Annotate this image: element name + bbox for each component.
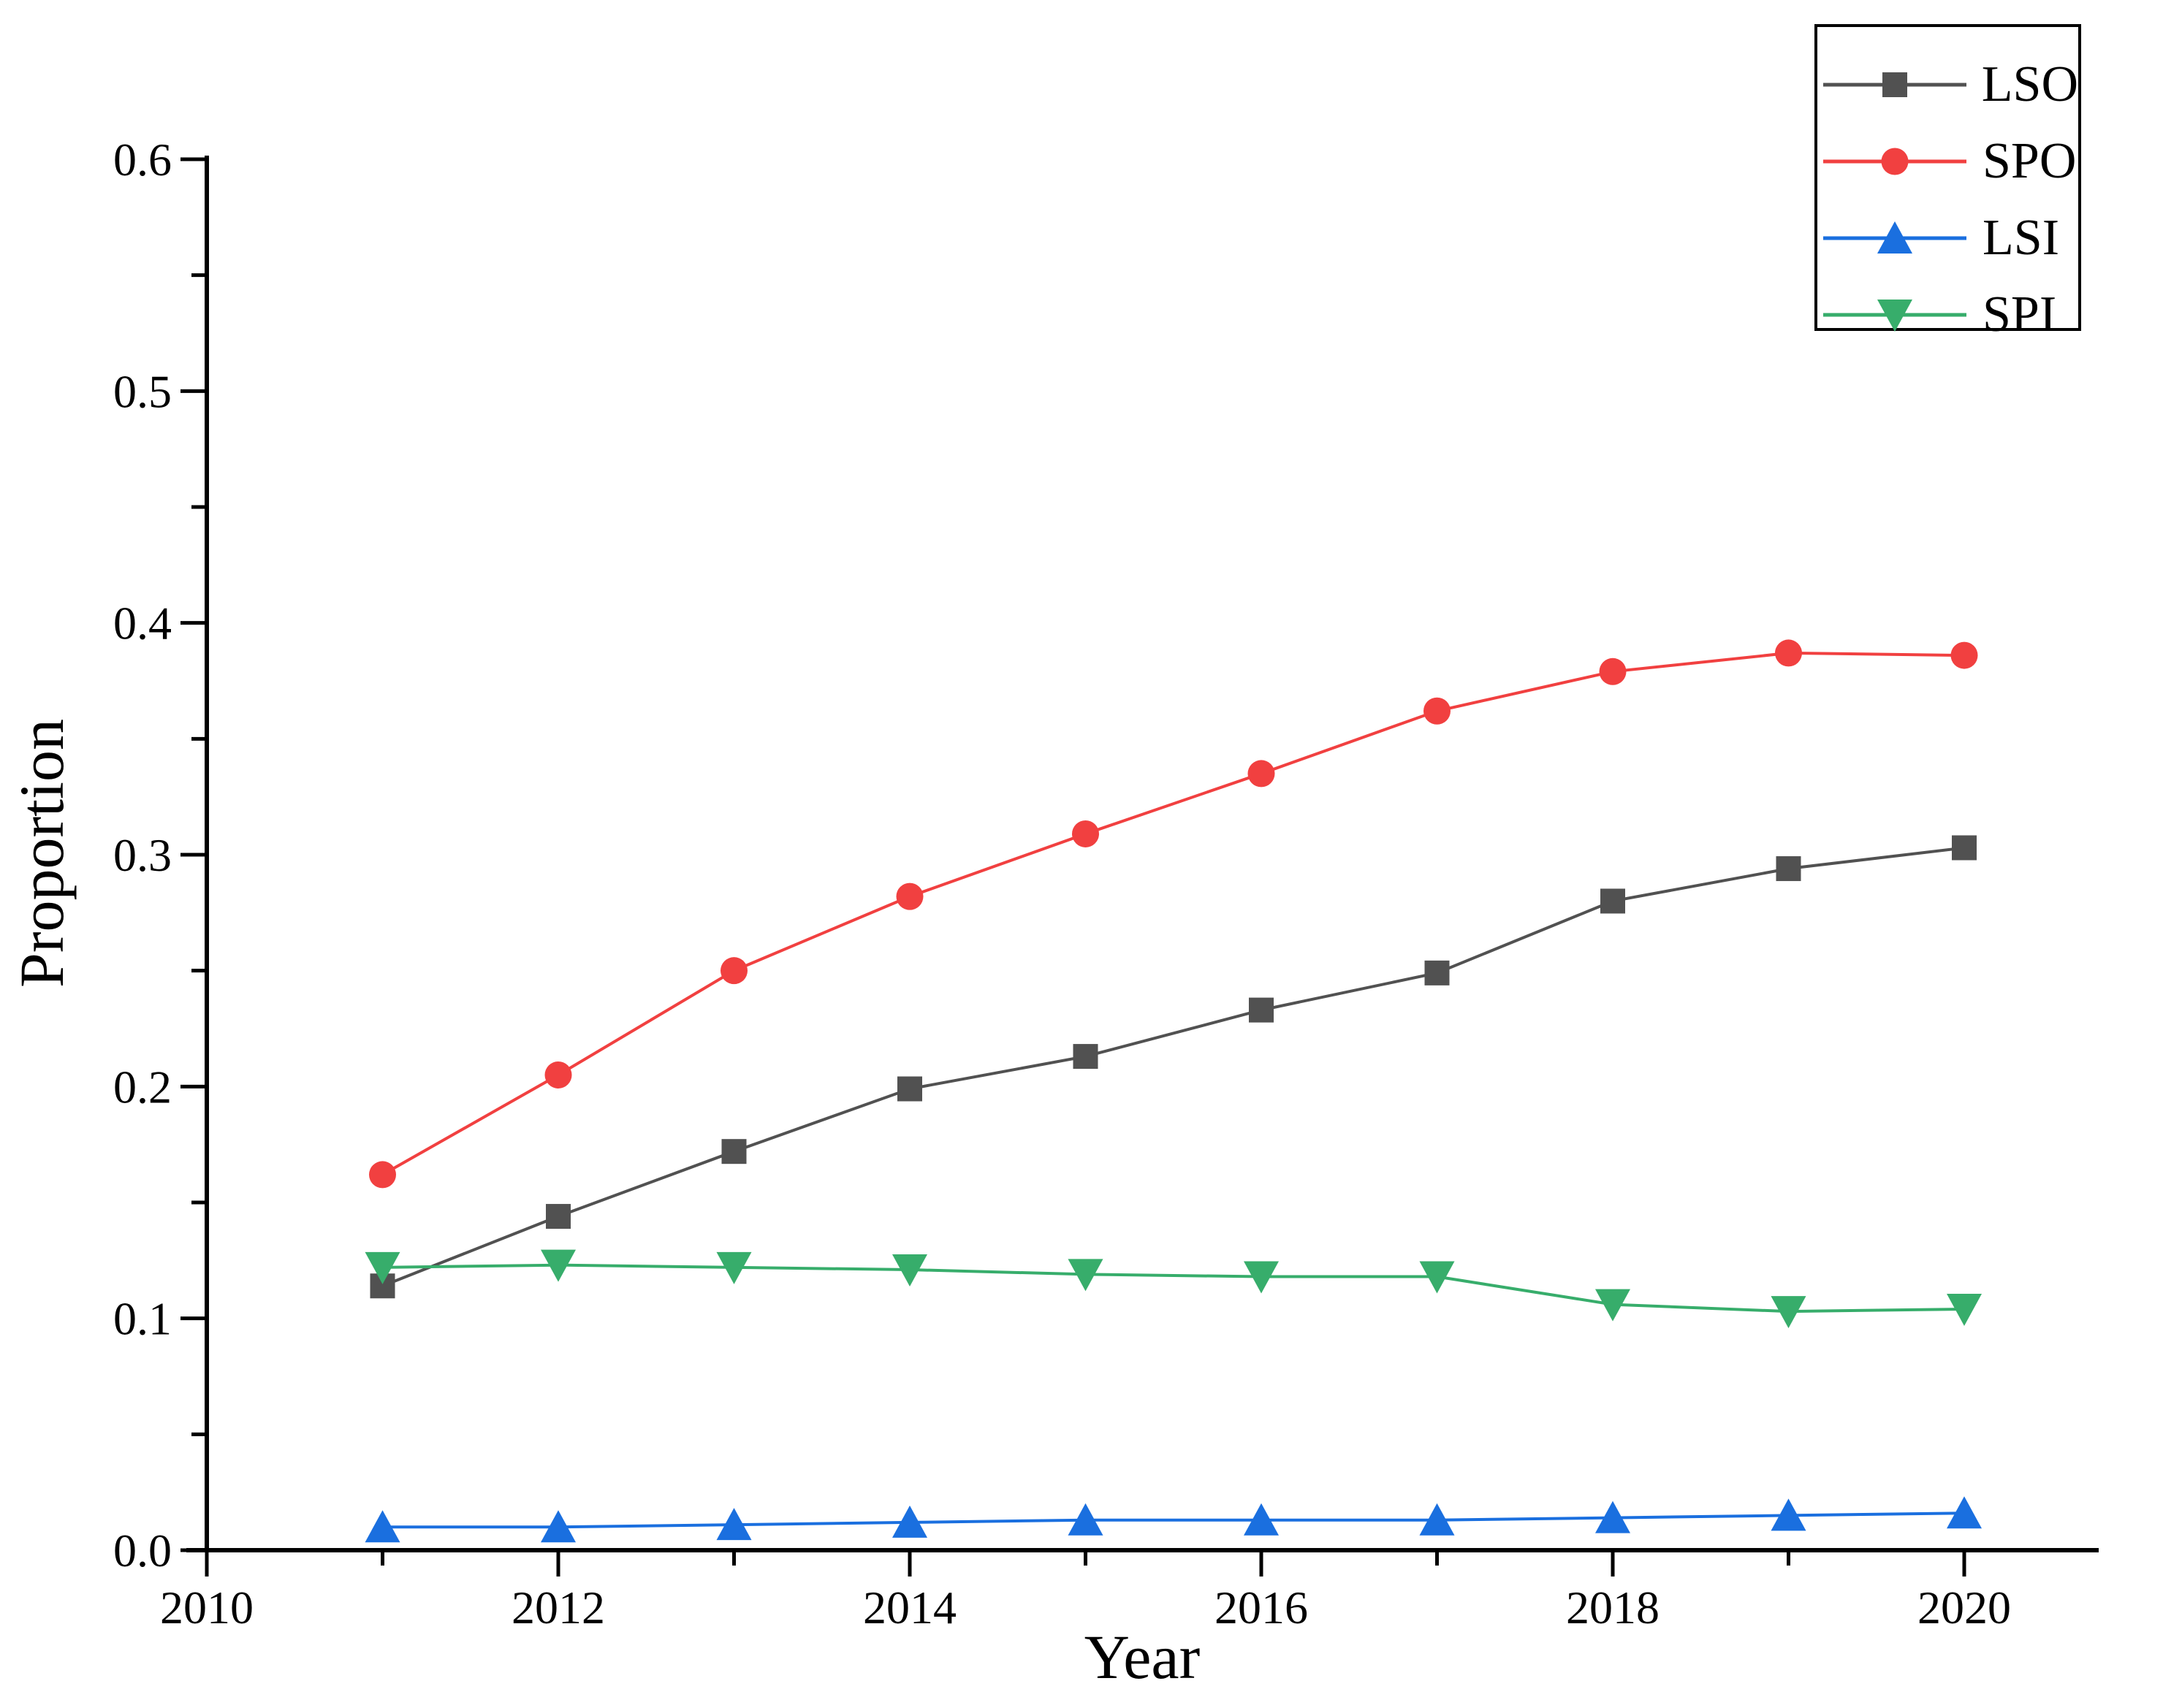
legend-marker-SPO [1881,148,1909,175]
data-point-SPO-2013 [721,957,748,985]
data-point-LSO-2013 [721,1139,747,1164]
legend-key-LSI [1823,221,1966,253]
series-LSO [370,835,1977,1299]
data-point-SPI-2018 [1595,1289,1630,1322]
legend-marker-SPI [1877,299,1912,332]
data-point-SPI-2011 [365,1251,400,1284]
data-point-SPI-2017 [1419,1261,1455,1294]
data-point-LSO-2016 [1249,997,1274,1023]
x-axis-title: Year [1084,1622,1201,1692]
data-point-SPO-2015 [1072,820,1099,847]
series-SPO [369,639,1978,1189]
legend-item-SPO: SPO [1817,123,2078,199]
legend-item-LSI: LSI [1817,199,2078,276]
data-point-LSO-2019 [1776,856,1801,882]
data-point-SPO-2011 [369,1161,396,1189]
x-tick-label: 2020 [1917,1582,2011,1633]
series-line-SPO [381,651,1965,1176]
data-point-LSI-2013 [716,1508,752,1541]
x-tick-label: 2018 [1566,1582,1660,1633]
data-point-LSI-2020 [1947,1496,1982,1529]
data-point-LSO-2020 [1952,835,1977,861]
x-tick-label: 2010 [160,1582,254,1633]
legend-item-SPI: SPI [1817,276,2078,353]
data-point-SPI-2015 [1068,1259,1103,1292]
data-point-SPO-2018 [1599,657,1627,685]
data-point-LSI-2014 [892,1505,927,1538]
legend-label-LSO: LSO [1981,56,2078,113]
x-tick-label: 2016 [1214,1582,1308,1633]
series-line-LSI [382,1511,1965,1529]
legend-label-SPO: SPO [1983,132,2077,189]
x-tick-label: 2012 [512,1582,605,1633]
y-tick-label: 0.3 [113,829,172,881]
y-tick-label: 0.0 [113,1525,172,1577]
data-point-SPO-2014 [896,882,924,910]
data-point-LSI-2019 [1771,1498,1806,1531]
y-tick-label: 0.5 [113,365,172,417]
data-point-SPO-2017 [1423,697,1451,725]
data-point-LSO-2018 [1600,888,1625,914]
data-point-SPI-2013 [716,1251,752,1284]
series-line-LSO [381,846,1965,1288]
y-tick-label: 0.6 [113,134,172,186]
legend-item-LSO: LSO [1817,46,2078,123]
legend-marker-LSO [1882,72,1907,97]
data-point-SPO-2016 [1247,760,1275,788]
data-point-SPO-2019 [1775,639,1802,667]
data-point-LSI-2015 [1068,1503,1103,1536]
data-point-SPI-2016 [1244,1261,1279,1294]
data-point-LSI-2017 [1419,1503,1455,1536]
y-tick-label: 0.2 [113,1061,172,1113]
series-LSI [365,1496,1982,1543]
legend-label-LSI: LSI [1983,209,2059,266]
series-SPI [365,1249,1982,1329]
data-point-SPO-2020 [1950,641,1978,669]
data-point-LSI-2018 [1595,1501,1630,1533]
legend: LSO SPO LSI SPI [1814,24,2081,340]
legend-marker-LSI [1877,221,1912,253]
legend-key-LSO [1823,72,1966,97]
data-point-LSO-2015 [1073,1044,1098,1070]
legend-label-SPI: SPI [1983,286,2057,343]
y-tick-label: 0.4 [113,598,172,649]
data-point-LSI-2012 [541,1510,576,1543]
data-point-LSO-2017 [1424,960,1450,985]
data-point-SPI-2020 [1947,1293,1982,1326]
data-point-SPI-2012 [541,1249,576,1282]
y-axis-title: Proportion [7,719,77,988]
legend-key-SPI [1823,299,1966,332]
data-point-SPI-2014 [892,1254,927,1287]
y-tick-label: 0.1 [113,1293,172,1345]
data-point-LSI-2016 [1244,1503,1279,1536]
x-tick-label: 2014 [863,1582,957,1633]
data-point-SPI-2019 [1771,1296,1806,1329]
series-line-SPI [382,1263,1965,1314]
data-point-LSO-2012 [546,1204,571,1229]
data-point-LSI-2011 [365,1510,400,1543]
data-point-LSO-2014 [897,1076,922,1102]
legend-key-SPO [1823,148,1966,175]
data-point-SPO-2012 [544,1061,572,1089]
